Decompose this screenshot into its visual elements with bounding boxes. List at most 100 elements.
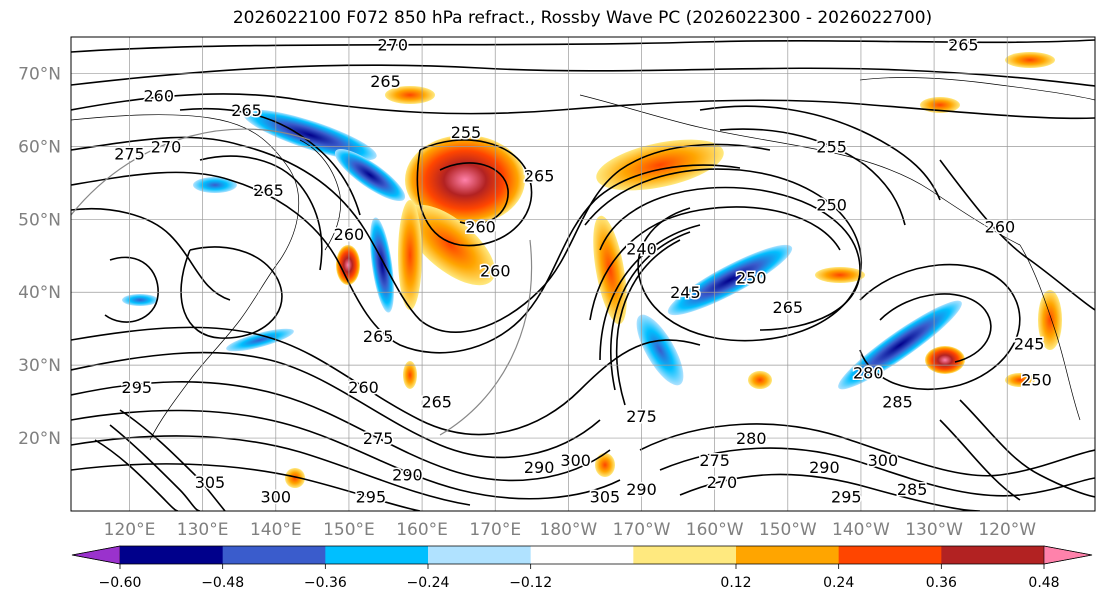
colorbar-tick-label: 0.36 xyxy=(926,575,957,591)
colorbar-extend-high xyxy=(1043,545,1093,565)
contour-arctic-3 xyxy=(71,93,1095,120)
contour-kamchatka-2 xyxy=(199,155,323,271)
contour-label-19: 260 xyxy=(985,218,1016,237)
contour-subtrop-3 xyxy=(71,381,611,482)
colorbar-bin-6 xyxy=(633,546,737,564)
shade-pos-tropic-2 xyxy=(1005,373,1035,387)
lon-tick-label: 130°E xyxy=(177,520,229,540)
shade-neg-japan xyxy=(370,217,394,313)
shade-neg-trough xyxy=(636,314,684,386)
shade-pos-gulf xyxy=(596,139,724,191)
shade-pos-east xyxy=(925,346,965,374)
contour-ridge-1 xyxy=(71,136,771,333)
contour-label-41: 280 xyxy=(853,363,884,382)
contour-subtrop-1 xyxy=(71,326,701,436)
plot-frame xyxy=(70,36,1096,512)
contour-label-7: 265 xyxy=(253,181,284,200)
contour-label-16: 265 xyxy=(773,298,804,317)
contour-cutoff-2 xyxy=(104,256,159,323)
contour-label-21: 260 xyxy=(348,378,379,397)
lon-tick-label: 170°W xyxy=(613,520,671,540)
contour-label-35: 275 xyxy=(699,451,730,470)
coast-kamchatka xyxy=(299,139,341,251)
contour-label-33: 275 xyxy=(626,407,657,426)
longitude-tick-labels: 120°E 130°E 140°E 150°E 160°E 170°E 180°W 170°W… xyxy=(104,520,1037,540)
lon-tick-label: 180°W xyxy=(539,520,597,540)
contour-bering-low-2 xyxy=(439,162,509,225)
contour-label-22: 265 xyxy=(421,393,452,412)
contour-labels: 270 265 265 260 265 275 270 265 260 255 265 260 260 2… xyxy=(113,35,1054,508)
great-circle-2 xyxy=(439,239,533,436)
colorbar-bin-9 xyxy=(941,546,1045,564)
shade-pos-subtrop-2 xyxy=(403,361,417,389)
colorbar-bin-2 xyxy=(222,546,326,564)
colorbar-bin-5 xyxy=(530,546,634,564)
contour-gulf-2 xyxy=(719,128,906,226)
shade-neg-siberia xyxy=(193,177,237,193)
contour-label-39: 300 xyxy=(868,451,899,470)
contour-label-11: 260 xyxy=(465,218,496,237)
coast-alaska xyxy=(579,94,1021,246)
shade-neg-tropic xyxy=(226,328,294,352)
contour-label-9: 255 xyxy=(451,123,482,142)
great-circle-1 xyxy=(71,128,311,216)
colorbar-bin-3 xyxy=(325,546,429,564)
contour-label-40: 285 xyxy=(897,480,928,499)
contour-dense-2 xyxy=(109,424,201,511)
contour-label-13: 240 xyxy=(626,239,657,258)
colorbar-extend-low xyxy=(71,545,121,565)
colorbar-bins xyxy=(71,545,1093,565)
latitude-tick-labels: 20°N 30°N 40°N 50°N 60°N 70°N xyxy=(18,64,61,449)
contour-subtrop-4 xyxy=(71,409,621,500)
colorbar-bin-4 xyxy=(428,546,532,564)
coast-canada xyxy=(859,77,1095,101)
lon-tick-label: 170°E xyxy=(469,520,521,540)
colorbar-bin-1 xyxy=(120,546,224,564)
colorbar-tick-labels: −0.60 −0.48 −0.36 −0.24 −0.12 0.12 0.24 0.36 0.4… xyxy=(99,564,1060,591)
contour-label-44: 250 xyxy=(1021,371,1052,390)
contour-low-east-2 xyxy=(879,293,992,363)
contour-trough-2 xyxy=(599,186,861,331)
colorbar-tick-label: −0.24 xyxy=(407,575,450,591)
contour-tropic-4 xyxy=(679,473,981,511)
shade-neg-central xyxy=(667,244,793,316)
gridlines xyxy=(71,37,1095,511)
colorbar-bin-8 xyxy=(838,546,942,564)
lat-tick-label: 50°N xyxy=(18,210,61,230)
shade-pos-canada xyxy=(1005,52,1055,68)
colorbar-tick-label: 0.48 xyxy=(1028,575,1059,591)
contour-trough-3 xyxy=(589,206,841,321)
contour-label-29: 290 xyxy=(524,458,555,477)
coastlines xyxy=(71,77,1095,441)
contour-ridge-2 xyxy=(71,164,741,354)
lon-tick-label: 120°W xyxy=(978,520,1036,540)
coast-asia xyxy=(71,114,300,441)
contour-label-1: 265 xyxy=(948,35,979,54)
contour-lines xyxy=(71,39,1095,511)
shade-pos-subtrop xyxy=(595,453,615,477)
lat-tick-label: 40°N xyxy=(18,283,61,303)
contour-label-18: 255 xyxy=(816,137,847,156)
contour-gulf xyxy=(699,105,941,201)
contour-label-23: 275 xyxy=(363,429,394,448)
great-circles xyxy=(71,128,533,436)
contour-label-10: 265 xyxy=(524,167,555,186)
contour-label-27: 300 xyxy=(261,487,292,506)
lon-tick-label: 140°W xyxy=(832,520,890,540)
contour-east-tropic xyxy=(959,399,1095,498)
colorbar-tick-label: 0.12 xyxy=(720,575,751,591)
lon-tick-label: 130°W xyxy=(905,520,963,540)
contour-tropic-1 xyxy=(71,463,421,511)
contour-cutoff xyxy=(180,246,283,339)
shade-pos-pacific xyxy=(815,267,865,283)
contour-label-38: 295 xyxy=(831,487,862,506)
contour-subtrop-5 xyxy=(71,435,471,506)
colorbar-tick-label: −0.48 xyxy=(201,575,244,591)
contour-label-43: 245 xyxy=(1014,334,1045,353)
contour-label-8: 260 xyxy=(334,225,365,244)
lat-tick-label: 30°N xyxy=(18,356,61,376)
contour-label-24: 290 xyxy=(392,466,423,485)
lon-tick-label: 160°W xyxy=(686,520,744,540)
